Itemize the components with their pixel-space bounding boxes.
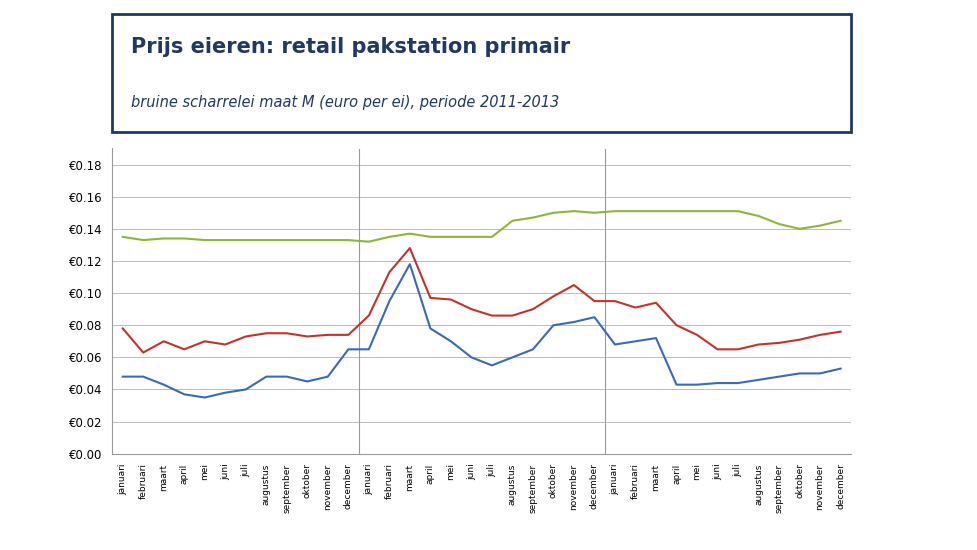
Text: bruine scharrelei maat M (euro per ei), periode 2011-2013: bruine scharrelei maat M (euro per ei), … (131, 95, 559, 110)
Text: Prijs eieren: retail pakstation primair: Prijs eieren: retail pakstation primair (131, 37, 570, 57)
FancyBboxPatch shape (112, 14, 850, 132)
